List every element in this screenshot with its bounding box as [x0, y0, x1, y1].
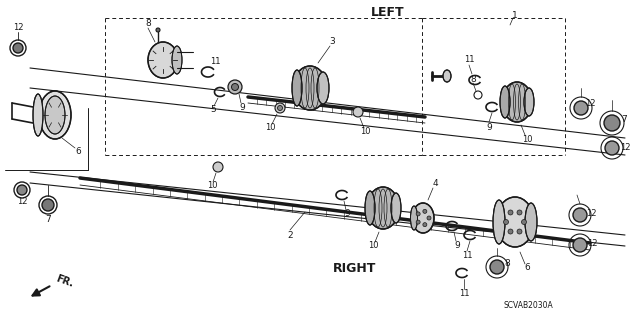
- Ellipse shape: [412, 203, 434, 233]
- Ellipse shape: [367, 187, 399, 229]
- Ellipse shape: [410, 206, 417, 230]
- Text: 1: 1: [512, 11, 518, 19]
- Text: 7: 7: [45, 216, 51, 225]
- Circle shape: [508, 210, 513, 215]
- Ellipse shape: [502, 82, 532, 122]
- Text: 11: 11: [461, 250, 472, 259]
- Text: 9: 9: [239, 102, 245, 112]
- Circle shape: [427, 216, 431, 220]
- Circle shape: [517, 210, 522, 215]
- Circle shape: [13, 43, 23, 53]
- Ellipse shape: [524, 88, 534, 116]
- Circle shape: [423, 209, 427, 213]
- Ellipse shape: [496, 197, 534, 247]
- Circle shape: [416, 220, 420, 224]
- Text: 10: 10: [368, 241, 378, 250]
- Ellipse shape: [525, 203, 537, 241]
- Text: 8: 8: [470, 75, 476, 84]
- Text: RIGHT: RIGHT: [333, 262, 377, 275]
- Circle shape: [508, 229, 513, 234]
- Circle shape: [517, 229, 522, 234]
- Circle shape: [573, 238, 587, 252]
- Text: 12: 12: [620, 143, 630, 152]
- Text: 12: 12: [587, 240, 597, 249]
- Circle shape: [213, 162, 223, 172]
- Circle shape: [353, 107, 363, 117]
- Text: 10: 10: [522, 135, 532, 144]
- Text: SCVAB2030A: SCVAB2030A: [503, 301, 553, 310]
- Text: 12: 12: [585, 100, 595, 108]
- Text: 12: 12: [586, 209, 596, 218]
- Ellipse shape: [391, 193, 401, 223]
- Text: 6: 6: [524, 263, 530, 272]
- Circle shape: [17, 185, 27, 195]
- Text: 9: 9: [344, 210, 350, 219]
- Text: 8: 8: [145, 19, 151, 27]
- Ellipse shape: [45, 96, 65, 134]
- Text: 10: 10: [360, 128, 371, 137]
- Text: LEFT: LEFT: [371, 6, 405, 19]
- Circle shape: [604, 115, 620, 131]
- Circle shape: [156, 28, 160, 32]
- Text: 7: 7: [621, 115, 627, 124]
- Circle shape: [232, 84, 239, 91]
- Circle shape: [605, 141, 619, 155]
- Ellipse shape: [365, 191, 375, 225]
- Text: 5: 5: [210, 106, 216, 115]
- Ellipse shape: [317, 72, 329, 104]
- Text: 4: 4: [432, 180, 438, 189]
- Circle shape: [416, 212, 420, 216]
- Ellipse shape: [443, 70, 451, 82]
- Text: 6: 6: [75, 146, 81, 155]
- Text: 8: 8: [504, 258, 510, 268]
- Circle shape: [423, 223, 427, 227]
- Text: 12: 12: [13, 24, 23, 33]
- Circle shape: [504, 219, 509, 225]
- Text: 11: 11: [210, 57, 220, 66]
- Text: 10: 10: [265, 123, 275, 132]
- Text: 11: 11: [459, 288, 469, 298]
- Text: 11: 11: [464, 56, 474, 64]
- Text: 3: 3: [329, 38, 335, 47]
- Text: FR.: FR.: [55, 273, 75, 289]
- Ellipse shape: [33, 94, 43, 136]
- Ellipse shape: [493, 200, 505, 244]
- Ellipse shape: [39, 91, 71, 139]
- Text: 9: 9: [486, 122, 492, 131]
- Circle shape: [42, 199, 54, 211]
- Circle shape: [490, 260, 504, 274]
- Text: 9: 9: [454, 241, 460, 249]
- Ellipse shape: [172, 46, 182, 74]
- Ellipse shape: [500, 86, 510, 118]
- Circle shape: [228, 80, 242, 94]
- Circle shape: [275, 103, 285, 113]
- Circle shape: [278, 106, 282, 110]
- Circle shape: [573, 208, 587, 222]
- Text: 12: 12: [17, 197, 28, 206]
- Text: 2: 2: [287, 231, 293, 240]
- Ellipse shape: [293, 66, 327, 110]
- Text: 10: 10: [207, 182, 217, 190]
- Ellipse shape: [292, 70, 302, 106]
- Circle shape: [574, 101, 588, 115]
- Ellipse shape: [148, 42, 178, 78]
- Circle shape: [522, 219, 527, 225]
